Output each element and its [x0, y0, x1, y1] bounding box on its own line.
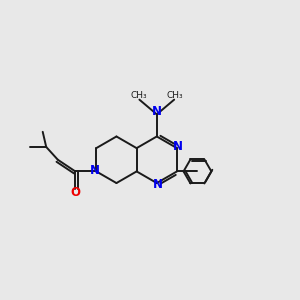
Text: CH₃: CH₃	[130, 91, 147, 100]
Text: CH₃: CH₃	[167, 91, 183, 100]
Text: N: N	[152, 105, 162, 118]
Text: O: O	[70, 186, 80, 199]
Text: N: N	[153, 178, 163, 191]
Text: N: N	[90, 164, 100, 177]
Text: N: N	[173, 140, 183, 153]
